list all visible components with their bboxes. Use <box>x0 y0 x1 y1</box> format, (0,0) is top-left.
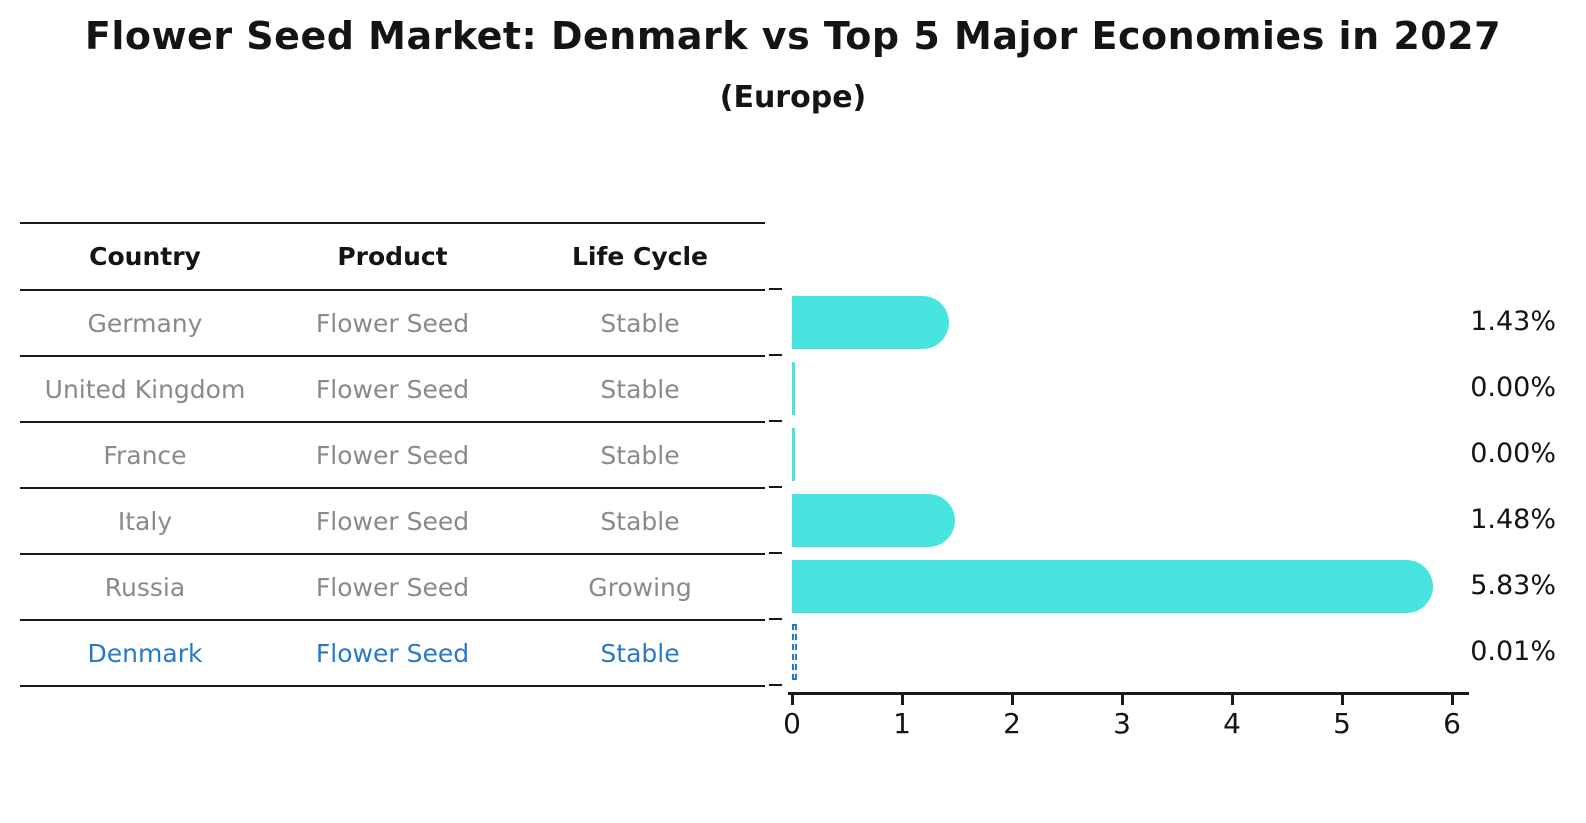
x-tick-label: 2 <box>1003 707 1021 740</box>
bar-row <box>792 487 1482 553</box>
cell-country: United Kingdom <box>44 374 246 404</box>
bar-row <box>792 421 1482 487</box>
bar-row <box>792 619 1482 685</box>
table-row: France Flower Seed Stable <box>20 423 765 489</box>
y-tick-mark <box>769 684 782 686</box>
bar-france <box>792 427 795 481</box>
x-tick-mark <box>791 695 794 705</box>
x-axis-line <box>788 692 1469 695</box>
cell-product: Flower Seed <box>315 374 470 404</box>
bar-row <box>792 289 1482 355</box>
y-tick-mark <box>769 354 782 356</box>
x-tick-mark <box>1341 695 1344 705</box>
bar-value-label: 1.48% <box>1470 504 1556 535</box>
cell-country: France <box>103 440 187 470</box>
table-row: United Kingdom Flower Seed Stable <box>20 357 765 423</box>
table-row: Germany Flower Seed Stable <box>20 291 765 357</box>
column-header-lifecycle: Life Cycle <box>571 242 709 271</box>
x-tick-mark <box>901 695 904 705</box>
bar-row <box>792 553 1482 619</box>
column-header-country: Country <box>89 242 201 271</box>
x-tick-label: 4 <box>1223 707 1241 740</box>
bar-row <box>792 355 1482 421</box>
cell-product: Flower Seed <box>315 308 470 338</box>
x-tick-label: 0 <box>783 707 801 740</box>
bar-value-label: 0.01% <box>1470 636 1556 667</box>
table-row-denmark-highlighted: Denmark Flower Seed Stable <box>20 621 765 687</box>
bar-value-label: 1.43% <box>1470 306 1556 337</box>
y-tick-mark <box>769 552 782 554</box>
column-header-product: Product <box>337 242 448 271</box>
cell-product: Flower Seed <box>315 506 470 536</box>
bar-russia <box>792 559 1434 613</box>
cell-product: Flower Seed <box>315 440 470 470</box>
y-tick-mark <box>769 288 782 290</box>
cell-country: Germany <box>87 308 203 338</box>
bar-italy <box>792 493 955 547</box>
table-row: Italy Flower Seed Stable <box>20 489 765 555</box>
x-tick-mark <box>1121 695 1124 705</box>
value-label-column: 1.43% 0.00% 0.00% 1.48% 5.83% 0.01% <box>1456 289 1556 685</box>
cell-country: Denmark <box>87 638 203 668</box>
bar-chart-area <box>792 289 1482 685</box>
y-tick-mark <box>769 420 782 422</box>
bar-value-label: 5.83% <box>1470 570 1556 601</box>
chart-subtitle: (Europe) <box>719 80 867 115</box>
bar-value-label: 0.00% <box>1470 438 1556 469</box>
x-tick-label: 5 <box>1333 707 1351 740</box>
cell-country: Russia <box>104 572 186 602</box>
y-tick-mark <box>769 618 782 620</box>
cell-product: Flower Seed <box>315 572 470 602</box>
cell-life-cycle: Stable <box>600 506 680 536</box>
cell-life-cycle: Stable <box>600 638 680 668</box>
bar-denmark-dashed <box>792 624 797 680</box>
cell-life-cycle: Growing <box>588 572 692 602</box>
x-tick-label: 6 <box>1443 707 1461 740</box>
chart-title: Flower Seed Market: Denmark vs Top 5 Maj… <box>84 14 1502 58</box>
table-header-row: Country Product Life Cycle <box>20 224 765 291</box>
x-tick-label: 3 <box>1113 707 1131 740</box>
x-tick-mark <box>1451 695 1454 705</box>
cell-product: Flower Seed <box>315 638 470 668</box>
bar-value-label: 0.00% <box>1470 372 1556 403</box>
country-table: Country Product Life Cycle Germany Flowe… <box>20 222 765 687</box>
x-tick-label: 1 <box>893 707 911 740</box>
cell-country: Italy <box>117 506 173 536</box>
cell-life-cycle: Stable <box>600 374 680 404</box>
bar-united-kingdom <box>792 361 795 415</box>
table-row: Russia Flower Seed Growing <box>20 555 765 621</box>
x-tick-mark <box>1231 695 1234 705</box>
y-tick-mark <box>769 486 782 488</box>
cell-life-cycle: Stable <box>600 308 680 338</box>
bar-germany <box>792 295 950 349</box>
cell-life-cycle: Stable <box>600 440 680 470</box>
x-tick-mark <box>1011 695 1014 705</box>
